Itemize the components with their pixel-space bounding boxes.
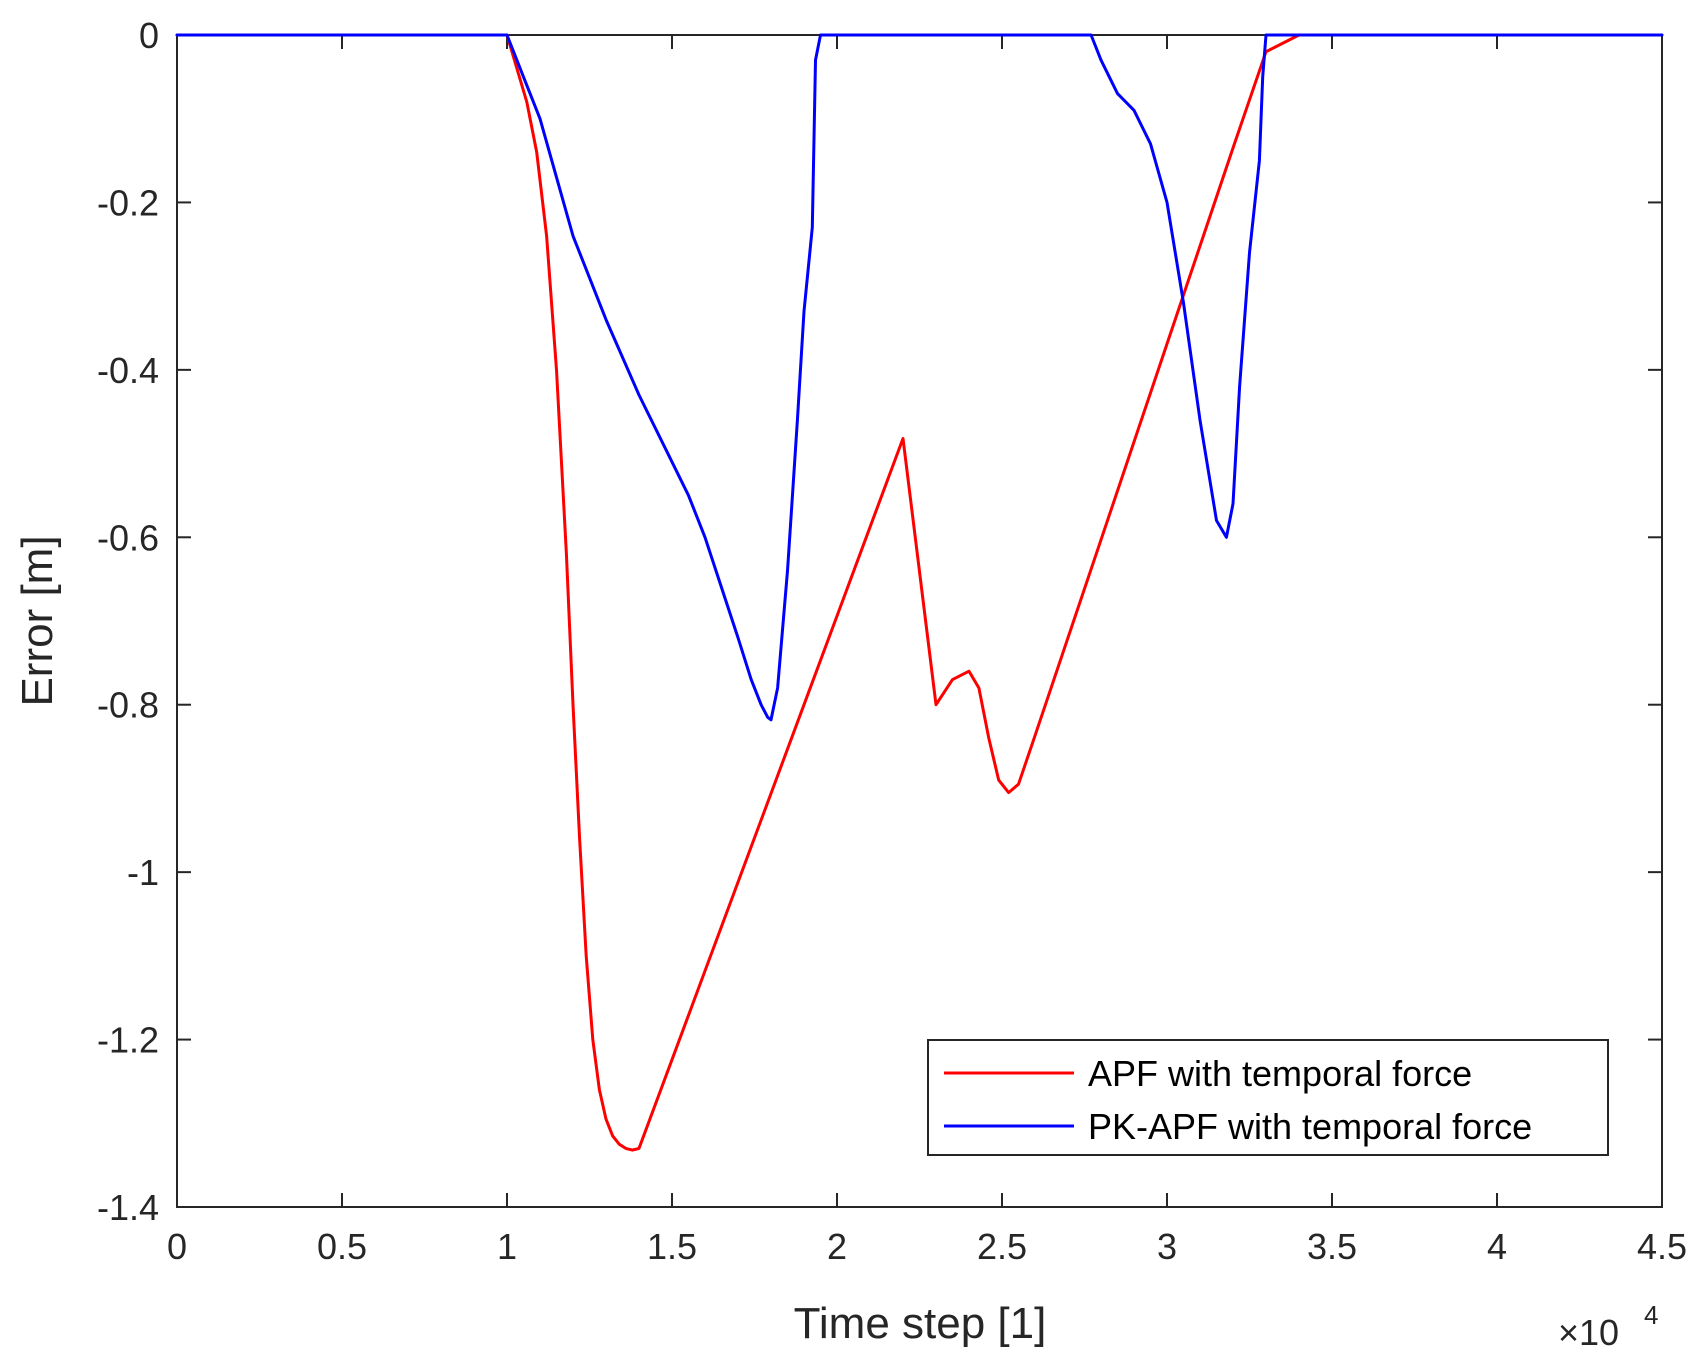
- x-exponent-power: 4: [1644, 1300, 1658, 1330]
- x-tick-label: 1.5: [647, 1226, 697, 1267]
- x-tick-label: 3.5: [1307, 1226, 1357, 1267]
- x-exponent-base: ×10: [1558, 1312, 1619, 1353]
- x-tick-label: 2.5: [977, 1226, 1027, 1267]
- x-axis-label: Time step [1]: [794, 1299, 1047, 1348]
- x-tick-label: 1: [497, 1226, 517, 1267]
- x-tick-label: 0.5: [317, 1226, 367, 1267]
- y-axis-label: Error [m]: [13, 535, 62, 706]
- y-tick-label: -1: [127, 852, 159, 893]
- y-tick-label: -0.6: [97, 517, 159, 558]
- y-tick-label: -0.2: [97, 182, 159, 223]
- tick-labels: 0 0.5 1 1.5 2 2.5 3 3.5 4 4.5 0 -0.2 -0.4 -0.6 -0.8 -1 -…: [97, 15, 1687, 1267]
- plot-area: [176, 34, 1663, 1208]
- x-tick-label: 3: [1157, 1226, 1177, 1267]
- x-tick-label: 2: [827, 1226, 847, 1267]
- legend-label-pk-apf: PK-APF with temporal force: [1088, 1106, 1532, 1147]
- y-tick-label: -0.4: [97, 350, 159, 391]
- x-exponent: ×10 4: [1558, 1300, 1658, 1353]
- x-tick-label: 4.5: [1637, 1226, 1687, 1267]
- y-tick-label: -1.2: [97, 1020, 159, 1061]
- x-tick-label: 4: [1487, 1226, 1507, 1267]
- legend-box: [927, 1039, 1609, 1156]
- y-tick-label: -1.4: [97, 1187, 159, 1228]
- y-tick-label: 0: [139, 15, 159, 56]
- series-line-pk-apf: [175, 33, 1664, 722]
- legend: APF with temporal force PK-APF with temp…: [927, 1039, 1609, 1156]
- x-tick-label: 0: [167, 1226, 187, 1267]
- legend-label-apf: APF with temporal force: [1088, 1053, 1472, 1094]
- y-tick-label: -0.8: [97, 685, 159, 726]
- series-layer: [175, 33, 1664, 1152]
